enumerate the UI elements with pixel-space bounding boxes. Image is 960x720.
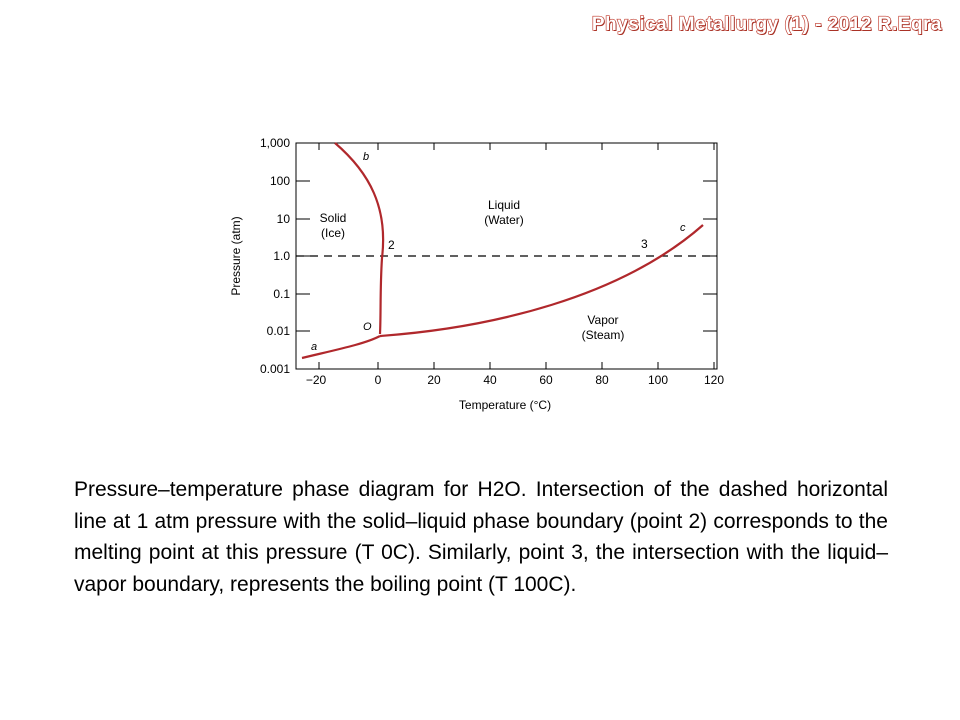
phase-diagram: 1,000 100 10 1.0 0.1 0.01 0.001 −20 0 20…	[220, 128, 740, 428]
x-tick-label: −20	[306, 373, 327, 387]
x-tick-label: 0	[375, 373, 382, 387]
y-tick-label: 0.1	[273, 287, 290, 301]
header-title: Physical Metallurgy (1) - 2012 R.Eqra	[591, 13, 942, 35]
y-tick-label: 0.01	[267, 324, 291, 338]
point-label-o: O	[363, 321, 372, 333]
point-label-c: c	[680, 222, 686, 234]
solid-region-label: (Ice)	[321, 226, 345, 240]
x-tick-label: 80	[595, 373, 609, 387]
y-tick-label: 10	[277, 212, 291, 226]
x-axis-ticks	[318, 143, 715, 369]
y-tick-label: 1,000	[260, 136, 290, 150]
liquid-region-label: Liquid	[488, 198, 520, 212]
x-tick-label: 100	[648, 373, 668, 387]
x-axis-title: Temperature (°C)	[459, 398, 551, 412]
y-tick-label: 100	[270, 174, 290, 188]
solid-region-label: Solid	[320, 211, 347, 225]
y-axis-ticks	[296, 180, 717, 332]
x-tick-label: 60	[539, 373, 553, 387]
point-label-b: b	[363, 151, 369, 163]
y-tick-label: 0.001	[260, 362, 290, 376]
phase-diagram-svg: 1,000 100 10 1.0 0.1 0.01 0.001 −20 0 20…	[229, 136, 724, 412]
y-axis-title: Pressure (atm)	[229, 216, 243, 295]
x-tick-label: 40	[483, 373, 497, 387]
liquid-region-label: (Water)	[484, 213, 524, 227]
liquid-vapor-boundary	[379, 224, 704, 338]
x-tick-label: 20	[427, 373, 441, 387]
point-label-a: a	[311, 341, 317, 353]
y-tick-label: 1.0	[273, 249, 290, 263]
solid-liquid-boundary	[334, 142, 385, 335]
figure-caption: Pressure–temperature phase diagram for H…	[74, 478, 888, 596]
point-label-3: 3	[641, 237, 648, 251]
vapor-region-label: (Steam)	[582, 328, 625, 342]
vapor-region-label: Vapor	[587, 313, 618, 327]
solid-vapor-boundary	[301, 335, 381, 360]
point-label-2: 2	[388, 238, 395, 252]
x-tick-label: 120	[704, 373, 724, 387]
